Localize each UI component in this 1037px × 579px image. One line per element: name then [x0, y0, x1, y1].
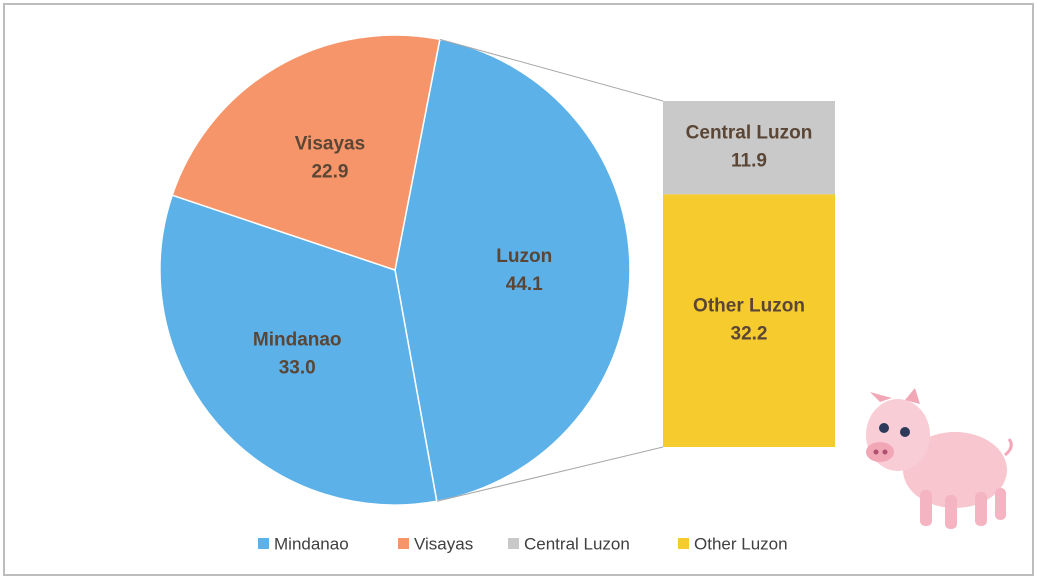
legend-swatch	[258, 538, 269, 549]
legend-swatch	[398, 538, 409, 549]
slice-name: Visayas	[295, 133, 365, 154]
segment-value: 32.2	[731, 324, 768, 345]
legend-label: Mindanao	[274, 534, 349, 553]
segment-name: Other Luzon	[693, 296, 805, 317]
legend-swatch	[508, 538, 519, 549]
legend-swatch	[678, 538, 689, 549]
chart: Luzon 44.1 Mindanao 33.0 Visayas 22.9 Central …	[0, 0, 1037, 579]
bar-segment	[663, 194, 835, 447]
legend-label: Visayas	[414, 534, 473, 553]
segment-name: Central Luzon	[686, 123, 813, 144]
bar-segment	[663, 101, 835, 194]
legend-label: Central Luzon	[524, 534, 630, 553]
slice-name: Luzon	[496, 246, 552, 267]
slice-value: 22.9	[311, 161, 348, 182]
legend-label: Other Luzon	[694, 534, 788, 553]
slice-value: 44.1	[506, 274, 543, 295]
segment-value: 11.9	[731, 151, 767, 172]
slice-name: Mindanao	[253, 330, 342, 351]
slice-value: 33.0	[279, 358, 316, 379]
